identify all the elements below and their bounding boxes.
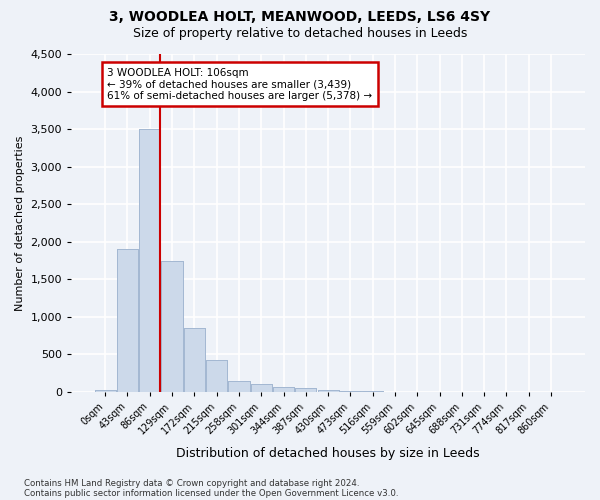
Y-axis label: Number of detached properties: Number of detached properties xyxy=(15,136,25,310)
Bar xyxy=(206,360,227,392)
Bar xyxy=(184,328,205,392)
Bar xyxy=(206,360,227,392)
Bar xyxy=(340,391,361,392)
Text: Contains public sector information licensed under the Open Government Licence v3: Contains public sector information licen… xyxy=(24,488,398,498)
Bar xyxy=(95,390,116,392)
Bar xyxy=(273,386,294,392)
Bar xyxy=(340,391,361,392)
Bar xyxy=(184,328,205,392)
Bar xyxy=(317,390,338,392)
Text: 3 WOODLEA HOLT: 106sqm
← 39% of detached houses are smaller (3,439)
61% of semi-: 3 WOODLEA HOLT: 106sqm ← 39% of detached… xyxy=(107,68,372,100)
Bar xyxy=(117,250,138,392)
Text: Contains HM Land Registry data © Crown copyright and database right 2024.: Contains HM Land Registry data © Crown c… xyxy=(24,478,359,488)
Bar xyxy=(117,250,138,392)
Bar xyxy=(295,388,316,392)
Text: 3, WOODLEA HOLT, MEANWOOD, LEEDS, LS6 4SY: 3, WOODLEA HOLT, MEANWOOD, LEEDS, LS6 4S… xyxy=(109,10,491,24)
Bar xyxy=(161,260,182,392)
Bar xyxy=(273,386,294,392)
X-axis label: Distribution of detached houses by size in Leeds: Distribution of detached houses by size … xyxy=(176,447,480,460)
Bar xyxy=(251,384,272,392)
Bar xyxy=(251,384,272,392)
Bar xyxy=(139,129,160,392)
Bar xyxy=(161,260,182,392)
Text: Size of property relative to detached houses in Leeds: Size of property relative to detached ho… xyxy=(133,28,467,40)
Bar xyxy=(95,390,116,392)
Bar xyxy=(229,380,250,392)
Bar xyxy=(295,388,316,392)
Bar xyxy=(229,380,250,392)
Bar xyxy=(139,129,160,392)
Bar xyxy=(317,390,338,392)
